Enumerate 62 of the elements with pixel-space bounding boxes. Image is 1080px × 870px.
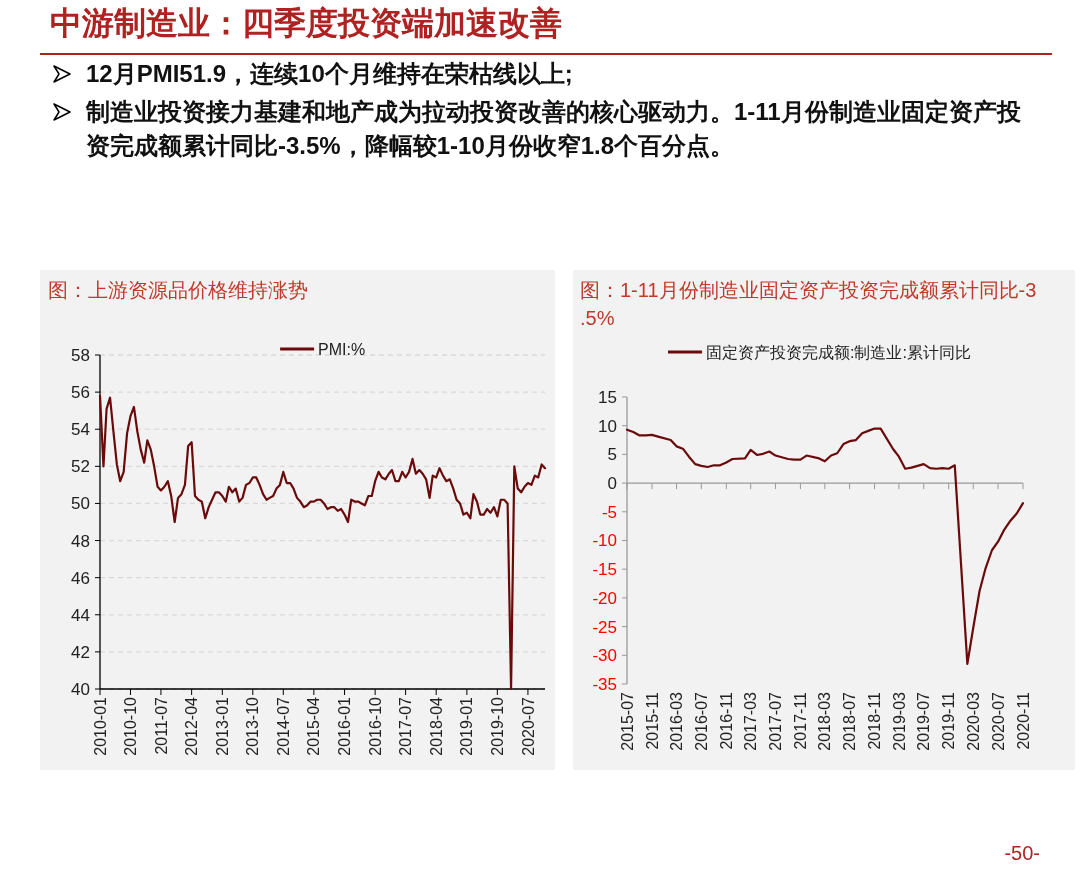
x-tick-label: 2015-04 <box>305 696 323 756</box>
x-tick-label: 2014-07 <box>274 696 292 756</box>
y-tick-label: 56 <box>71 383 90 403</box>
x-tick-label: 2017-03 <box>742 691 760 751</box>
x-tick-label: 2018-04 <box>427 696 445 756</box>
x-tick-label: 2013-01 <box>213 696 231 756</box>
x-tick-label: 2020-11 <box>1014 691 1032 750</box>
y-tick-label: -15 <box>592 560 617 580</box>
text: 12月PMI51.9，连续10个月维持在荣枯线以上; <box>86 60 573 87</box>
x-tick-label: 2012-04 <box>183 696 201 756</box>
y-tick-label: 46 <box>71 568 90 588</box>
y-tick-label: 5 <box>607 445 617 465</box>
x-tick-label: 2017-11 <box>792 691 810 750</box>
x-tick-label: 2019-11 <box>940 691 958 750</box>
y-tick-label: -30 <box>592 646 617 666</box>
x-tick-label: 2019-07 <box>915 691 933 751</box>
x-tick-label: 2010-01 <box>91 696 109 756</box>
x-tick-label: 2015-07 <box>618 691 636 751</box>
x-tick-label: 2020-03 <box>964 691 982 751</box>
y-tick-label: 52 <box>71 457 90 477</box>
y-tick-label: 50 <box>71 494 90 514</box>
y-tick-label: -5 <box>601 502 617 522</box>
y-tick-label: 10 <box>598 416 617 436</box>
x-tick-label: 2016-03 <box>668 691 686 751</box>
x-tick-label: 2019-03 <box>890 691 908 751</box>
x-tick-label: 2018-07 <box>841 691 859 751</box>
x-tick-label: 2018-03 <box>816 691 834 751</box>
legend-label: PMI:% <box>318 340 366 358</box>
line-series <box>625 427 1025 666</box>
x-tick-label: 2010-10 <box>122 696 140 756</box>
y-tick-label: -25 <box>592 617 617 637</box>
x-tick-label: 2016-01 <box>336 696 354 756</box>
y-tick-label: 58 <box>71 345 90 365</box>
y-tick-label: 0 <box>607 474 617 494</box>
x-tick-label: 2017-07 <box>397 696 415 756</box>
chart-title: 图：上游资源品价格维持涨势 <box>48 279 308 301</box>
x-tick-label: 2018-11 <box>866 691 884 750</box>
y-tick-label: 54 <box>71 420 90 440</box>
text: 中游制造业：四季度投资端加速改善 <box>50 5 562 41</box>
x-tick-label: 2016-07 <box>692 691 710 751</box>
x-tick-label: 2011-07 <box>152 696 170 755</box>
legend-label: 固定资产投资完成额:制造业:累计同比 <box>706 343 971 361</box>
y-tick-label: -20 <box>592 588 617 608</box>
x-tick-label: 2016-10 <box>366 696 384 756</box>
x-tick-label: 2015-11 <box>643 691 661 750</box>
x-tick-label: 2020-07 <box>519 696 537 756</box>
x-tick-label: 2019-01 <box>458 696 476 756</box>
y-tick-label: -10 <box>592 531 617 551</box>
chart-title: 图：1-11月份制造业固定资产投资完成额累计同比-3.5% <box>580 279 1037 329</box>
text: 制造业投资接力基建和地产成为拉动投资改善的核心驱动力。1-11月份制造业固定资产投资完成额累计同比-3.5%，降幅较1-10月份收窄1.8个百分点。 <box>85 98 1022 159</box>
x-tick-label: 2013-10 <box>244 696 262 756</box>
y-tick-label: 42 <box>71 642 90 662</box>
y-tick-label: 48 <box>71 531 90 551</box>
y-tick-label: -35 <box>592 674 617 694</box>
y-tick-label: 44 <box>71 605 90 625</box>
x-tick-label: 2019-10 <box>488 696 506 756</box>
text: -50- <box>1004 842 1040 864</box>
x-tick-label: 2017-07 <box>767 691 785 751</box>
y-tick-label: 40 <box>71 679 90 699</box>
y-tick-label: 15 <box>598 387 617 407</box>
x-tick-label: 2020-07 <box>989 691 1007 751</box>
x-tick-label: 2016-11 <box>717 691 735 750</box>
